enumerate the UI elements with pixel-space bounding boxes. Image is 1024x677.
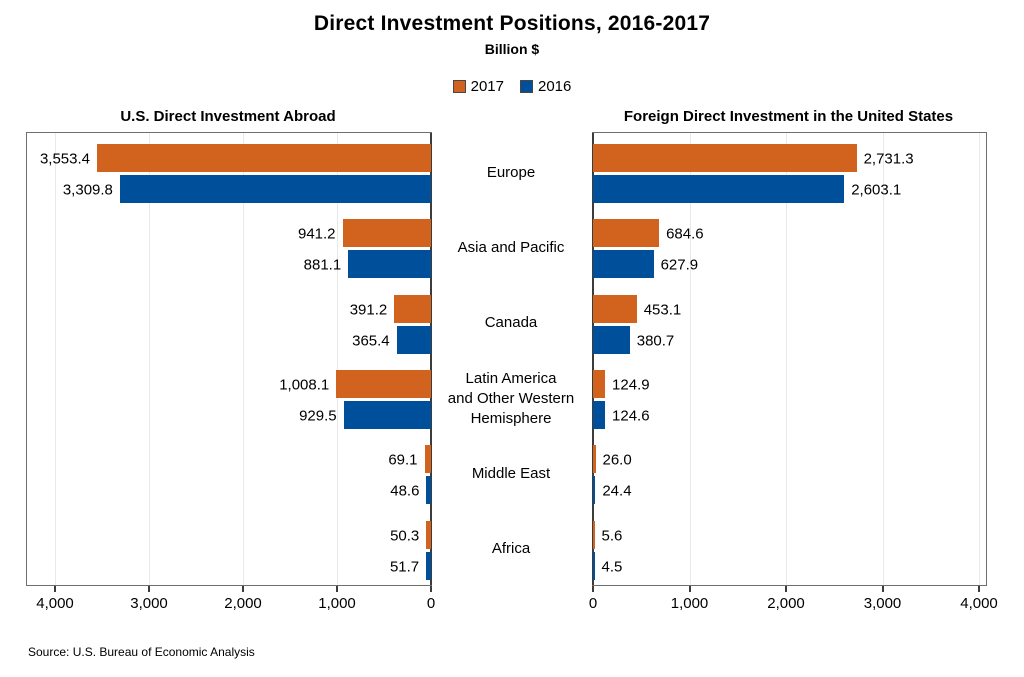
bar-value-label: 1,008.1 (279, 376, 330, 394)
left-panel-title: U.S. Direct Investment Abroad (120, 108, 336, 125)
axis-tick-label: 1,000 (670, 595, 709, 612)
category-label-2: Canada (484, 314, 538, 332)
right-plot-area: 2,731.3 684.6 453.1 124.9 26.0 5.6 2,603.1 627.… (592, 132, 987, 586)
axis-tick-label: 0 (426, 595, 436, 612)
axis-tick (592, 586, 594, 592)
gridline (882, 133, 884, 585)
axis-tick (978, 586, 980, 592)
bar-2016-category-1 (348, 250, 431, 279)
category-label-4: Middle East (471, 464, 551, 482)
gridline (786, 133, 787, 585)
legend-item-2017: 2017 (452, 78, 504, 95)
source-note: Source: U.S. Bureau of Economic Analysis (28, 645, 255, 659)
legend-swatch-2017-icon (452, 80, 466, 93)
bar-value-label: 124.9 (612, 376, 650, 394)
gridline (243, 133, 244, 585)
bar-value-label: 5.6 (601, 527, 623, 545)
category-label-1: Asia and Pacific (457, 238, 565, 256)
gridline (979, 133, 980, 585)
bar-value-label: 50.3 (390, 527, 420, 545)
zero-axis-line (430, 133, 432, 585)
chart-title: Direct Investment Positions, 2016-2017 (313, 12, 711, 35)
chart-subtitle: Billion $ (484, 41, 540, 57)
axis-tick (54, 586, 56, 592)
bar-2017-category-4 (593, 445, 596, 474)
bar-value-label: 3,553.4 (39, 150, 90, 168)
legend: 2017 2016 (0, 78, 1024, 95)
bar-2017-category-5 (426, 520, 431, 549)
bar-2016-category-3 (593, 401, 606, 429)
axis-tick (785, 586, 787, 592)
axis-tick-label: 4,000 (36, 595, 74, 612)
bar-value-label: 627.9 (660, 256, 699, 274)
bar-value-label: 941.2 (297, 225, 336, 243)
axis-tick-label: 3,000 (130, 595, 168, 612)
bar-2017-category-3 (593, 370, 606, 398)
bar-value-label: 365.4 (352, 332, 390, 350)
bar-2017-category-1 (593, 219, 660, 248)
bar-2017-category-0 (593, 144, 857, 172)
bar-2017-category-1 (342, 219, 431, 248)
gridline (689, 133, 691, 585)
legend-label-2016: 2016 (538, 78, 572, 95)
category-label-5: Africa (491, 540, 531, 558)
gridline (55, 133, 56, 585)
bar-value-label: 26.0 (602, 451, 632, 469)
axis-tick-label: 0 (588, 595, 598, 612)
axis-tick (430, 586, 432, 592)
bar-value-label: 3,309.8 (62, 181, 113, 199)
legend-swatch-2016-icon (520, 80, 533, 93)
bar-2017-category-3 (336, 370, 431, 398)
bar-value-label: 24.4 (602, 482, 632, 500)
bar-2016-category-0 (593, 175, 845, 203)
bar-2016-category-5 (593, 551, 595, 580)
bar-value-label: 2,731.3 (863, 150, 914, 168)
axis-tick (688, 586, 691, 592)
gridline (337, 133, 338, 585)
bar-2016-category-3 (343, 401, 431, 429)
gridline (149, 133, 150, 585)
bar-value-label: 48.6 (390, 482, 420, 500)
axis-tick-label: 2,000 (767, 595, 805, 612)
bar-2017-category-4 (424, 445, 431, 474)
bar-2017-category-2 (593, 294, 637, 323)
category-label-0: Europe (486, 163, 536, 181)
bar-value-label: 391.2 (349, 301, 388, 319)
bar-2016-category-4 (426, 476, 431, 505)
zero-axis-line (592, 133, 594, 585)
axis-tick (881, 586, 884, 592)
bar-2017-category-5 (593, 520, 595, 549)
legend-item-2016: 2016 (520, 78, 571, 95)
bar-value-label: 453.1 (643, 301, 682, 319)
bar-2017-category-0 (96, 144, 431, 172)
bar-2016-category-5 (426, 551, 431, 580)
bar-2016-category-2 (593, 325, 630, 354)
category-label-3: Latin America and Other Western Hemisphe… (447, 369, 575, 427)
left-plot-area: 3,553.4 941.2 391.2 1,008.1 69.1 50.3 3,309.8 8… (26, 132, 432, 586)
bar-2016-category-2 (396, 325, 431, 354)
axis-tick (148, 586, 150, 592)
legend-label-2017: 2017 (470, 78, 504, 95)
bar-value-label: 881.1 (303, 256, 342, 274)
axis-tick-label: 4,000 (960, 595, 998, 612)
bar-value-label: 69.1 (388, 451, 418, 469)
bar-value-label: 51.7 (389, 558, 420, 576)
right-panel-title: Foreign Direct Investment in the United … (623, 108, 954, 125)
bar-value-label: 929.5 (299, 407, 337, 425)
axis-tick-label: 1,000 (318, 595, 356, 612)
axis-tick-label: 2,000 (224, 595, 262, 612)
bar-value-label: 380.7 (636, 332, 675, 350)
axis-tick (336, 586, 338, 592)
bar-value-label: 124.6 (612, 407, 650, 425)
bar-value-label: 4.5 (601, 558, 623, 576)
bar-value-label: 684.6 (666, 225, 704, 243)
bar-2016-category-4 (593, 476, 596, 505)
bar-2016-category-0 (119, 175, 431, 203)
axis-tick (242, 586, 244, 592)
bar-2017-category-2 (394, 294, 431, 323)
bar-2016-category-1 (593, 250, 654, 279)
axis-tick-label: 3,000 (863, 595, 902, 612)
bar-value-label: 2,603.1 (851, 181, 902, 199)
